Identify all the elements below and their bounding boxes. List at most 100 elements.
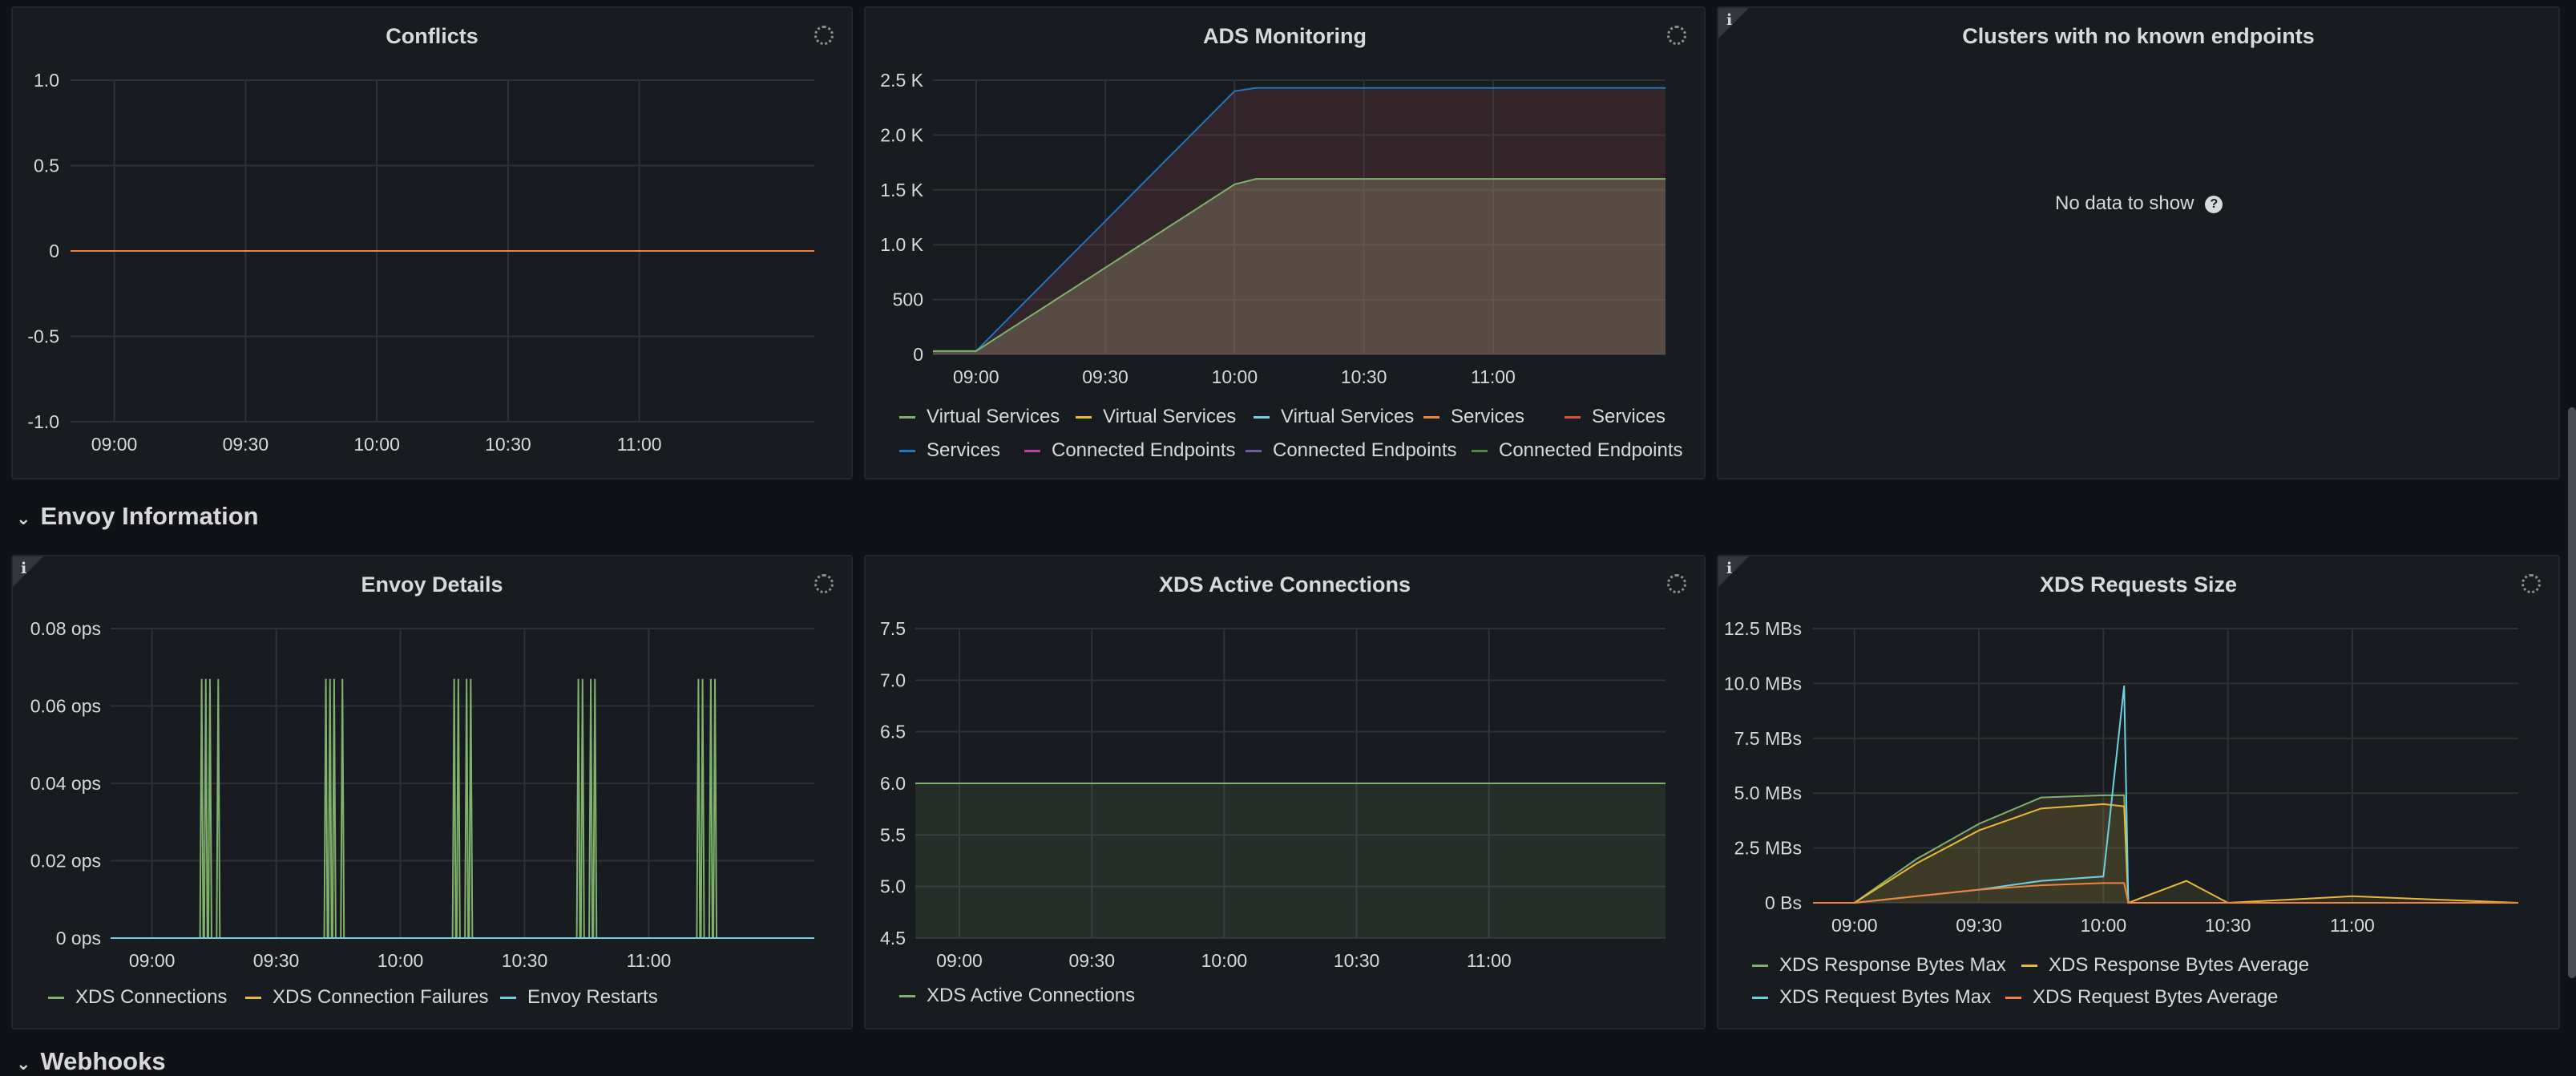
x-tick-label: 09:30 (1956, 915, 2002, 936)
series-area (933, 179, 1666, 354)
y-tick-label: 1.5 K (880, 180, 923, 200)
y-tick-label: 1.0 (34, 70, 59, 91)
conflicts-chart: 1.0 0.5 0 -0.5 -1.0 09:00 09:30 10:00 10:30 11:00 (27, 70, 814, 455)
x-tick-label: 09:30 (1068, 950, 1115, 971)
chevron-down-icon: ⌄ (16, 1054, 31, 1074)
panel-title[interactable]: ADS Monitoring (1203, 24, 1367, 48)
y-tick-label: 10.0 MBs (1724, 673, 1802, 694)
page-scrollbar[interactable] (2568, 407, 2576, 978)
x-tick-label: 10:00 (1201, 950, 1248, 971)
y-tick-label: 0 (49, 241, 59, 261)
x-tick-label: 09:00 (936, 950, 983, 971)
y-tick-label: 6.5 (880, 722, 906, 742)
legend-item[interactable]: Services (899, 439, 1000, 462)
y-tick-label: 500 (893, 289, 923, 310)
legend-item[interactable]: XDS Request Bytes Average (2005, 986, 2278, 1009)
ads-chart: 2.5 K 2.0 K 1.5 K 1.0 K 500 0 09:00 09:30 10:00 1… (880, 70, 1666, 387)
x-tick-label: 10:30 (485, 434, 531, 455)
legend-swatch (245, 996, 261, 999)
chevron-down-icon: ⌄ (16, 508, 31, 528)
x-tick-label: 10:30 (1341, 366, 1387, 387)
series-spike (455, 678, 461, 939)
x-tick-label: 09:30 (1082, 366, 1129, 387)
legend-item[interactable]: Connected Endpoints (1472, 439, 1683, 462)
series-spike (579, 678, 585, 939)
legend-item[interactable]: Services (1423, 406, 1524, 428)
loading-spinner-icon (1667, 26, 1686, 45)
legend-item[interactable]: XDS Active Connections (899, 985, 1135, 1007)
info-corner[interactable] (1718, 556, 1749, 587)
info-icon[interactable]: i (1726, 560, 1733, 577)
panel-envoy-details[interactable]: i Envoy Details 0.08 ops 0.06 ops 0.04 ops… (11, 555, 853, 1029)
legend-swatch (2005, 996, 2021, 999)
legend-item[interactable]: XDS Response Bytes Average (2021, 954, 2309, 977)
series-area (933, 87, 1666, 355)
x-tick-label: 11:00 (1471, 366, 1516, 387)
panel-clusters-no-endpoints[interactable]: i Clusters with no known endpoints No da… (1717, 6, 2560, 479)
row-header-webhooks[interactable]: ⌄ Webhooks (16, 1047, 166, 1076)
panel-conflicts[interactable]: Conflicts 1.0 0.5 0 -0.5 -1.0 09:00 09:30 10:00… (11, 6, 853, 479)
legend-item[interactable]: XDS Connection Failures (245, 986, 488, 1009)
panel-xds-requests-size[interactable]: i XDS Requests Size 12.5 MBs 10.0 MBs 7.5 … (1717, 555, 2560, 1029)
y-tick-label: 2.0 K (880, 124, 923, 145)
info-corner[interactable] (1718, 8, 1749, 38)
legend-label: Connected Endpoints (1499, 439, 1683, 461)
series-line (933, 178, 1666, 352)
legend-swatch (1565, 415, 1581, 419)
legend-label: XDS Response Bytes Average (2049, 954, 2310, 976)
no-data-message: No data to show? (2055, 192, 2223, 215)
y-tick-label: 5.0 MBs (1734, 783, 1802, 803)
panel-title[interactable]: XDS Requests Size (2039, 572, 2238, 597)
y-tick-label: 0 (913, 344, 923, 365)
loading-spinner-icon (1667, 574, 1686, 593)
legend-label: Connected Endpoints (1052, 439, 1236, 461)
legend-swatch (1472, 449, 1488, 452)
series-area (1813, 803, 2518, 903)
x-tick-label: 10:00 (353, 434, 400, 455)
help-icon[interactable]: ? (2205, 195, 2223, 213)
legend-item[interactable]: Envoy Restarts (500, 986, 658, 1009)
series-spike (588, 678, 594, 939)
x-tick-label: 10:30 (1334, 950, 1380, 971)
legend-item[interactable]: Connected Endpoints (1024, 439, 1236, 462)
series-spike (203, 678, 208, 939)
x-tick-label: 11:00 (626, 950, 671, 971)
legend-item[interactable]: XDS Request Bytes Max (1752, 986, 1991, 1009)
y-tick-label: 0 ops (56, 928, 101, 949)
y-tick-label: -0.5 (27, 326, 59, 347)
series-spike (708, 678, 713, 939)
panel-ads-monitoring[interactable]: ADS Monitoring 2.5 K 2.0 K 1.5 K 1.0 K 500 0 0… (864, 6, 1706, 479)
y-tick-label: 4.5 (880, 928, 906, 949)
info-icon[interactable]: i (21, 560, 27, 577)
envoy-details-chart: 0.08 ops 0.06 ops 0.04 ops 0.02 ops 0 ops 09:… (30, 618, 814, 971)
legend-item[interactable]: XDS Connections (48, 986, 227, 1009)
legend-item[interactable]: Virtual Services (1254, 406, 1414, 428)
legend-item[interactable]: Virtual Services (899, 406, 1060, 428)
x-tick-label: 09:00 (129, 950, 176, 971)
legend-swatch (1076, 415, 1092, 419)
xds-size-chart: 12.5 MBs 10.0 MBs 7.5 MBs 5.0 MBs 2.5 MBs 0 B… (1724, 618, 2519, 936)
legend-label: Envoy Restarts (527, 986, 658, 1008)
panel-xds-active-connections[interactable]: XDS Active Connections 7.5 7.0 6.5 6.0 5.5 5.… (864, 555, 1706, 1029)
info-icon[interactable]: i (1726, 11, 1733, 29)
y-tick-label: 0.06 ops (30, 696, 101, 717)
series-spike (700, 678, 705, 939)
legend-item[interactable]: Virtual Services (1076, 406, 1236, 428)
legend-item[interactable]: Services (1565, 406, 1666, 428)
legend-label: Services (927, 439, 1001, 461)
legend-label: Services (1592, 406, 1666, 427)
panel-title[interactable]: Clusters with no known endpoints (1962, 24, 2315, 48)
y-tick-label: 0.5 (34, 156, 59, 176)
row-header-envoy-information[interactable]: ⌄ Envoy Information (16, 502, 259, 531)
x-tick-label: 10:00 (1212, 366, 1258, 387)
legend-item[interactable]: XDS Response Bytes Max (1752, 954, 2006, 977)
legend-swatch (48, 996, 64, 999)
x-tick-label: 09:00 (91, 434, 138, 455)
panel-title[interactable]: Envoy Details (361, 572, 503, 597)
panel-title[interactable]: Conflicts (386, 24, 478, 48)
y-tick-label: 5.0 (880, 876, 906, 897)
legend-item[interactable]: Connected Endpoints (1246, 439, 1457, 462)
info-corner[interactable] (13, 556, 43, 587)
series-spike (216, 678, 221, 939)
panel-title[interactable]: XDS Active Connections (1158, 572, 1411, 597)
